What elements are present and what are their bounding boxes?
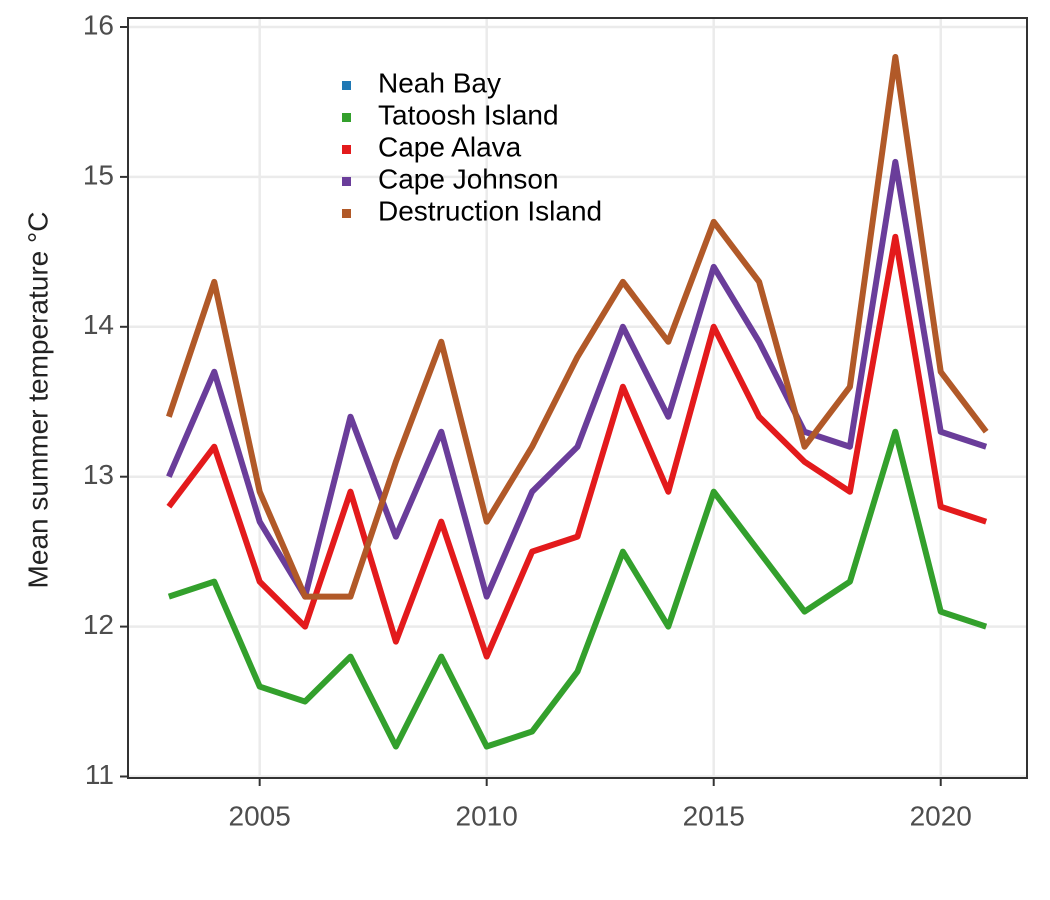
y-tick-label: 13 xyxy=(83,459,114,490)
y-tick-label: 16 xyxy=(83,9,114,40)
y-tick-label: 11 xyxy=(85,759,114,790)
legend-key xyxy=(342,145,351,154)
legend-label: Cape Johnson xyxy=(378,163,559,194)
x-tick-label: 2015 xyxy=(683,800,745,831)
legend-key xyxy=(342,209,351,218)
x-tick-label: 2005 xyxy=(229,800,291,831)
plot-border xyxy=(127,17,1028,779)
plot-background xyxy=(128,18,1027,778)
y-axis-label: Mean summer temperature °C xyxy=(22,212,53,589)
y-tick-label: 15 xyxy=(83,159,114,190)
x-tick-label: 2010 xyxy=(456,800,518,831)
legend-key xyxy=(342,177,351,186)
series-line xyxy=(166,233,988,660)
y-tick-label: 14 xyxy=(83,309,114,340)
legend-label: Cape Alava xyxy=(378,131,522,162)
legend-label: Destruction Island xyxy=(378,195,602,226)
x-tick-label: 2020 xyxy=(910,800,972,831)
series-line xyxy=(167,428,988,750)
series-line xyxy=(166,53,989,600)
y-tick-label: 12 xyxy=(83,609,114,640)
legend-label: Neah Bay xyxy=(378,67,501,98)
legend-label: Tatoosh Island xyxy=(378,99,559,130)
legend-key xyxy=(342,113,351,122)
legend-key xyxy=(342,81,351,90)
